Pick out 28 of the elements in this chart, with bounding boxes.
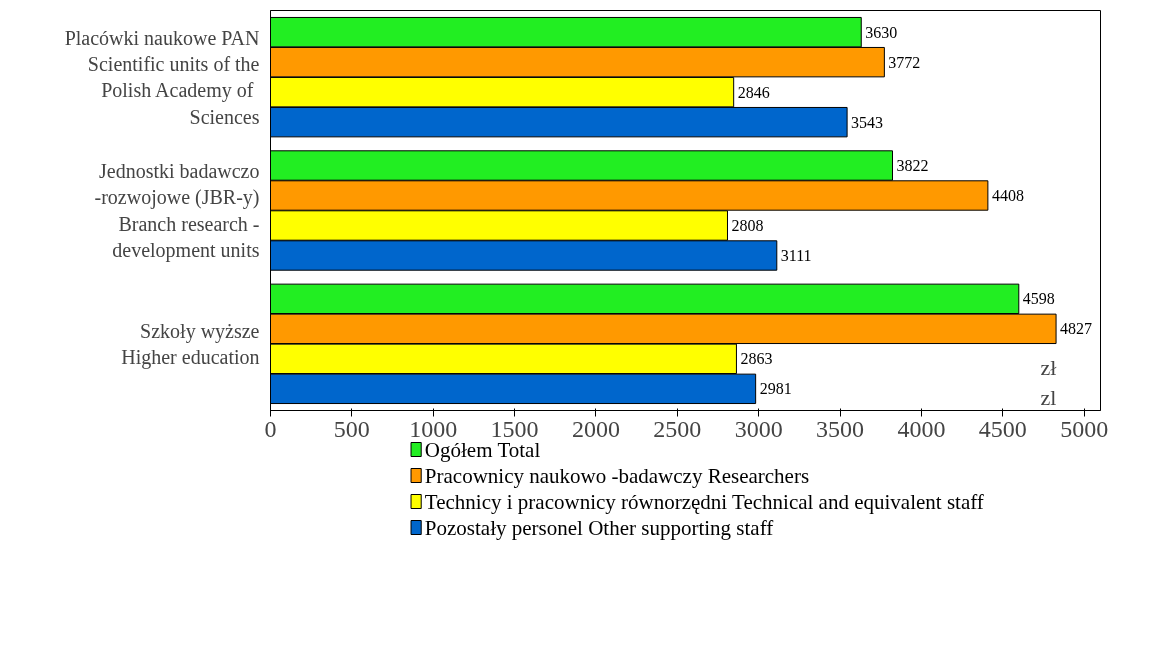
data-label: 3630 [865, 23, 898, 41]
x-tick-label: 3500 [816, 415, 865, 442]
x-tick-label: 500 [333, 415, 370, 442]
x-axis-title: zł zl [1040, 355, 1057, 410]
x-tick-label: 2500 [653, 415, 702, 442]
x-tick-label: 0 [264, 415, 277, 442]
data-label: 2846 [737, 83, 770, 101]
y-tick-label: Placówki naukowe PAN Scientific units of the Polish Academy of Sciences [64, 26, 260, 128]
x-tick-label: 4500 [978, 415, 1027, 442]
data-label: 4598 [1022, 290, 1055, 308]
data-label: 4827 [1060, 320, 1093, 338]
data-label: 3772 [888, 53, 921, 71]
x-tick-label: 5000 [1060, 415, 1109, 442]
data-label: 3111 [780, 247, 812, 264]
data-label: 2808 [731, 217, 764, 234]
y-tick-label: Szkoły wyższe Higher education [121, 319, 260, 370]
legend-label: Technicy i pracownicy równorzędni Technical and equivalent staff [424, 489, 984, 514]
y-tick-label: Jednostki badawczo -rozwojowe (JBR-y) Branch research - development units [94, 159, 260, 263]
data-label: 4408 [991, 187, 1024, 204]
data-label: 3543 [851, 113, 884, 131]
x-tick-label: 2000 [571, 415, 620, 442]
legend-label: Pracownicy naukowo -badawczy Researchers [424, 463, 810, 488]
data-label: 3822 [896, 157, 929, 174]
data-label: 2981 [759, 380, 792, 398]
x-tick-label: 4000 [897, 415, 946, 442]
x-tick-label: 3000 [734, 415, 783, 442]
legend-label: Pozostały personel Other supporting staff [424, 515, 774, 540]
data-label: 2863 [740, 350, 773, 368]
